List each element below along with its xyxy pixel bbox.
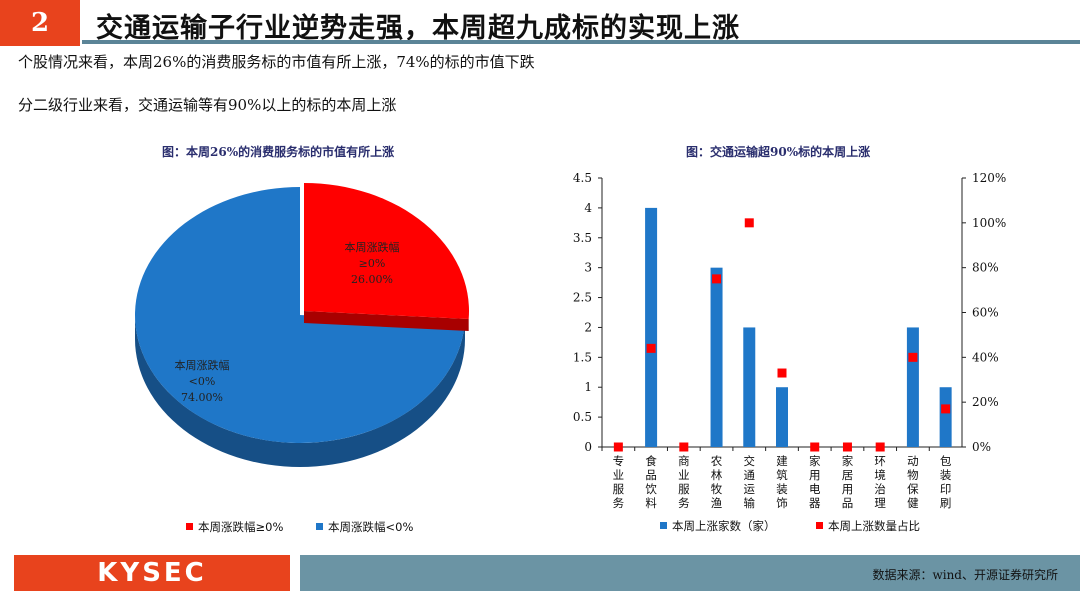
point-农林牧渔 [712, 274, 722, 284]
point-包装印刷 [941, 404, 951, 414]
pie-label-up-name: 本周涨跌幅 [345, 240, 400, 254]
category-label: 食品饮料 [645, 454, 657, 510]
left-tick-label: 3 [584, 261, 592, 275]
right-tick-label: 20% [972, 395, 999, 409]
left-tick-label: 0.5 [573, 410, 592, 424]
pie-legend-swatch-down [316, 523, 323, 530]
point-建筑装饰 [777, 368, 787, 378]
page-title: 交通运输子行业逆势走强，本周超九成标的实现上涨 [96, 13, 740, 44]
category-label: 专业服务 [613, 454, 625, 510]
category-label: 家居用品 [842, 454, 854, 510]
bar-legend-label: 本周上涨家数（家） [672, 519, 776, 533]
pie-label-up-cond: ≥0% [359, 257, 386, 270]
category-label: 环境治理 [874, 454, 886, 510]
pie-side-red [304, 311, 469, 332]
point-legend-swatch [816, 522, 823, 529]
pie-slice-down [135, 187, 465, 443]
pie-label-down-cond: <0% [189, 375, 216, 388]
left-tick-label: 2 [584, 320, 592, 334]
section-number: 2 [0, 0, 80, 46]
right-tick-label: 120% [972, 171, 1006, 185]
point-家用电器 [810, 442, 820, 452]
left-tick-label: 2.5 [573, 291, 592, 305]
pie-slice-up-group [304, 183, 469, 332]
category-label: 包装印刷 [940, 454, 952, 510]
bar-食品饮料 [645, 207, 658, 447]
point-环境治理 [875, 442, 885, 452]
right-tick-label: 100% [972, 216, 1006, 230]
left-tick-label: 4 [584, 201, 592, 215]
pie-label-down-name: 本周涨跌幅 [175, 358, 230, 372]
pie-legend-label-up: 本周涨跌幅≥0% [198, 520, 283, 534]
bar-chart-title: 图：交通运输超90%标的本周上涨 [686, 145, 871, 159]
bar-交通运输 [743, 327, 756, 447]
category-label: 动物保健 [907, 454, 919, 510]
bar-动物保健 [906, 327, 919, 447]
bar-legend-swatch [660, 522, 667, 529]
point-商业服务 [679, 442, 689, 452]
category-label: 农林牧渔 [711, 454, 723, 510]
right-tick-label: 40% [972, 350, 999, 364]
pie-slice-up [304, 183, 469, 320]
left-tick-label: 4.5 [573, 171, 592, 185]
point-交通运输 [744, 218, 754, 228]
bar-chart: 0 0.5 1 1.5 2 2.5 3 3.5 4 4.5 0% 20% 40% 60% 80% 100% 12… [573, 171, 1006, 533]
point-专业服务 [613, 442, 623, 452]
header-divider [82, 40, 1080, 44]
point-legend-label: 本周上涨数量占比 [828, 519, 920, 533]
category-label: 建筑装饰 [776, 454, 788, 510]
pie-side-blue [135, 315, 465, 467]
category-label: 交通运输 [744, 454, 756, 510]
point-食品饮料 [646, 343, 656, 353]
pie-legend-label-down: 本周涨跌幅<0% [328, 520, 413, 534]
point-家居用品 [842, 442, 852, 452]
kysec-logo: KYSEC [14, 555, 290, 591]
category-label: 家用电器 [809, 454, 821, 510]
pie-label-down-value: 74.00% [181, 391, 223, 404]
left-tick-label: 0 [584, 440, 592, 454]
bar-包装印刷 [939, 387, 952, 447]
right-tick-label: 0% [972, 440, 991, 454]
bar-建筑装饰 [776, 387, 788, 447]
left-tick-label: 1.5 [573, 350, 592, 364]
right-tick-label: 80% [972, 261, 999, 275]
bar-农林牧渔 [710, 267, 723, 447]
pie-chart: 本周涨跌幅≥0%26.00%本周涨跌幅<0%74.00%本周涨跌幅≥0% 本周涨跌… [135, 183, 469, 534]
pie-chart-title: 图：本周26%的消费服务标的市值有所上涨 [162, 145, 395, 159]
pie-legend-swatch-up [186, 523, 193, 530]
pie-label-up-value: 26.00% [351, 273, 393, 286]
right-tick-label: 60% [972, 306, 999, 320]
category-label: 商业服务 [678, 454, 690, 510]
footer-bar [300, 555, 1080, 591]
summary-line-2: 分二级行业来看，交通运输等有90%以上的标的本周上涨 [18, 96, 397, 114]
left-tick-label: 1 [584, 380, 592, 394]
summary-line-1: 个股情况来看，本周26%的消费服务标的市值有所上涨，74%的标的市值下跌 [18, 53, 535, 71]
point-动物保健 [908, 352, 918, 362]
data-source-note: 数据来源：wind、开源证券研究所 [872, 568, 1058, 582]
left-tick-label: 3.5 [573, 231, 592, 245]
